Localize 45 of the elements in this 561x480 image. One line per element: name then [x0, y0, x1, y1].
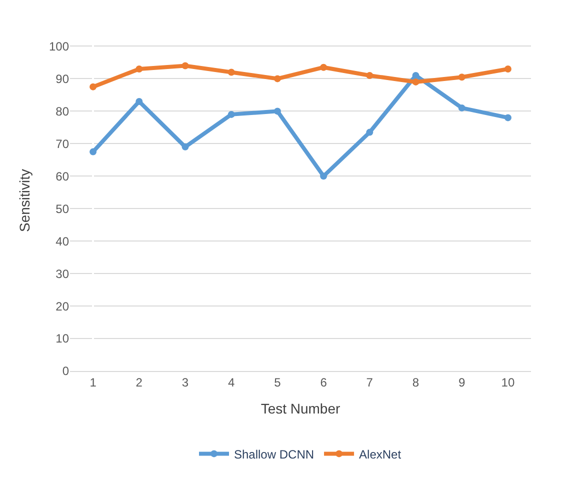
y-axis-title: Sensitivity [16, 168, 33, 232]
point [90, 83, 97, 90]
point [274, 75, 281, 82]
legend-label: AlexNet [359, 447, 402, 462]
y-tick-label: 100 [48, 39, 70, 54]
y-tick-label: 90 [56, 72, 70, 86]
point [412, 78, 420, 86]
point [90, 148, 97, 156]
point [136, 98, 143, 105]
x-tick-label: 7 [366, 375, 374, 390]
y-tick-label: 20 [56, 299, 70, 314]
point [412, 72, 420, 79]
point [320, 172, 328, 180]
point [366, 72, 374, 79]
point [136, 65, 143, 72]
point [366, 128, 374, 136]
y-tick-label: 30 [56, 266, 70, 281]
x-tick-label: 9 [458, 375, 466, 390]
x-tick-label: 4 [228, 375, 236, 390]
point [504, 114, 512, 122]
point [320, 64, 328, 71]
x-tick-label: 2 [136, 375, 143, 390]
point [504, 65, 512, 72]
x-tick-label: 5 [274, 375, 282, 390]
x-tick-label: 3 [182, 375, 189, 390]
point [458, 104, 466, 112]
legend-label: Shallow DCNN [234, 447, 314, 462]
x-axis-title: Test Number [260, 400, 341, 417]
point [274, 108, 281, 115]
y-tick-label: 10 [56, 332, 70, 346]
y-tick-label: 80 [56, 104, 70, 118]
x-tick-label: 6 [320, 375, 328, 390]
point [228, 110, 235, 118]
point [458, 74, 466, 81]
y-tick-label: 0 [62, 364, 70, 378]
point [182, 62, 189, 70]
x-tick-label: 8 [412, 375, 420, 390]
y-tick-label: 60 [56, 169, 70, 184]
point [182, 143, 189, 150]
x-tick-label: 1 [90, 375, 97, 390]
y-tick-label: 50 [56, 202, 70, 216]
x-tick-label: 10 [501, 375, 515, 390]
y-tick-label: 40 [56, 234, 70, 248]
point [228, 68, 235, 76]
y-tick-label: 70 [56, 136, 70, 151]
